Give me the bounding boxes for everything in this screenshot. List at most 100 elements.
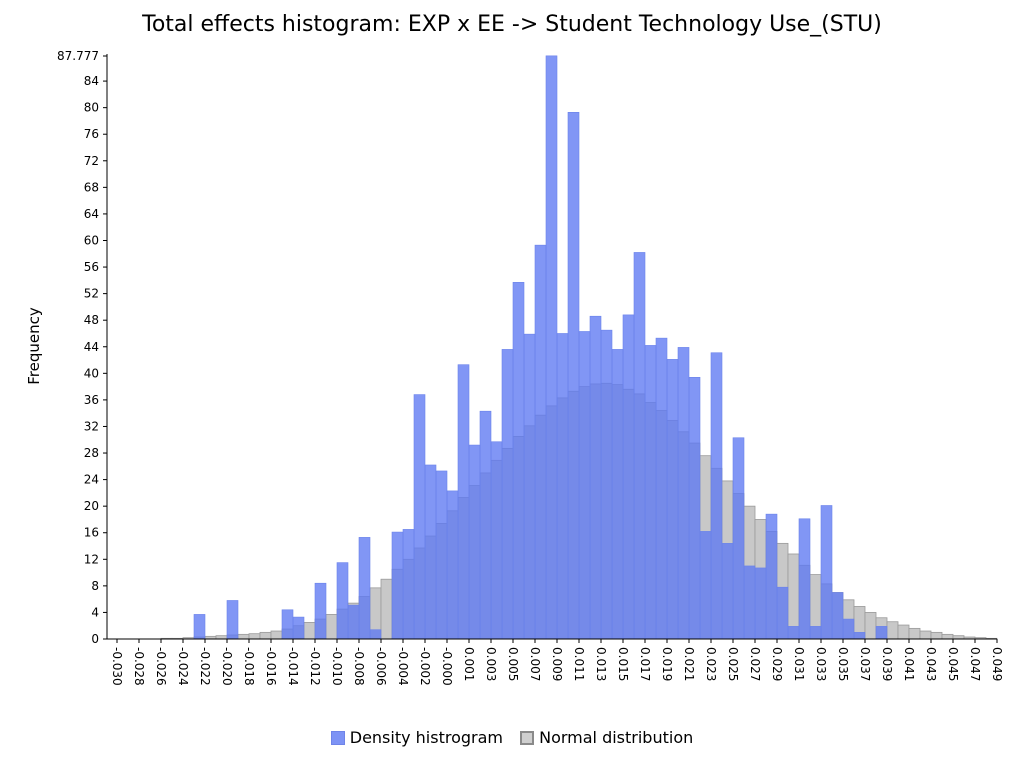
density-bar [842,618,855,640]
x-tick-label: -0.006 [374,647,388,686]
density-bar [413,394,426,640]
x-tick-label: 0.025 [726,647,740,681]
chart-title: Total effects histogram: EXP x EE -> Stu… [142,12,882,37]
density-bar [193,614,206,640]
density-bar [754,567,767,640]
y-tick-label: 87.777 [57,49,99,63]
y-tick-label: 76 [84,127,99,141]
x-tick-label: 0.013 [594,647,608,681]
legend-swatch-density [330,730,345,745]
x-tick-label: 0.035 [836,647,850,681]
density-bar [490,441,503,640]
x-tick-label: -0.024 [176,647,190,686]
x-tick-label: -0.018 [242,647,256,686]
density-bar [358,537,371,640]
density-bar [809,626,822,640]
x-tick-label: -0.002 [418,647,432,686]
density-bar [314,582,327,640]
x-tick-label: 0.011 [572,647,586,681]
density-bar [512,282,525,640]
x-tick-label: -0.016 [264,647,278,686]
legend-item-normal[interactable]: Normal distribution [520,728,693,747]
x-tick-label: 0.037 [858,647,872,681]
density-bar [479,410,492,640]
x-tick-label: 0.005 [506,647,520,681]
x-tick-label: -0.022 [198,647,212,686]
density-bar [501,349,514,640]
x-tick-label: -0.028 [132,647,146,686]
density-bar [688,377,701,640]
x-tick-label: 0.045 [946,647,960,681]
y-tick-label: 68 [84,180,99,194]
density-bar [798,518,811,640]
y-axis-ticks: 0481216202428323640444852566064687276808… [57,49,107,646]
density-bar [721,543,734,640]
density-bar [765,513,778,640]
normal-bar [270,630,283,640]
x-axis-ticks: -0.030 -0.028 -0.026 -0.024 -0.022 -0.020 -0.0… [110,639,1004,686]
x-tick-label: 0.017 [638,647,652,681]
density-bar [391,531,404,640]
legend-label-normal: Normal distribution [539,728,694,747]
legend-label-density: Density histrogram [349,728,503,747]
x-tick-label: 0.033 [814,647,828,681]
density-bar [666,359,679,640]
x-tick-label: -0.030 [110,647,124,686]
density-bar [875,626,888,640]
x-tick-label: 0.029 [770,647,784,681]
normal-bar [864,612,877,640]
legend-item-density[interactable]: Density histrogram [330,728,503,747]
normal-bar [908,627,921,640]
y-tick-label: 80 [84,101,99,115]
legend-swatch-normal [520,730,535,745]
y-tick-label: 36 [84,393,99,407]
density-bar [787,626,800,640]
density-bar [699,531,712,640]
density-bar [446,490,459,640]
density-bar [226,600,239,640]
density-bar [820,505,833,640]
x-tick-label: 0.049 [990,647,1004,681]
x-tick-label: 0.041 [902,647,916,681]
x-tick-label: 0.009 [550,647,564,681]
normal-bar [919,630,932,640]
x-tick-label: -0.012 [308,647,322,686]
density-bar [743,565,756,640]
normal-bar [886,621,899,640]
y-tick-label: 4 [91,605,99,619]
x-tick-label: 0.047 [968,647,982,681]
y-tick-label: 52 [84,287,99,301]
x-tick-label: 0.001 [462,647,476,681]
y-tick-label: 12 [84,552,99,566]
density-bar [457,364,470,640]
y-tick-label: 84 [84,74,99,88]
x-tick-label: 0.007 [528,647,542,681]
y-tick-label: 0 [91,632,99,646]
normal-bar [259,631,272,640]
normal-bar [237,633,250,640]
density-bar [424,464,437,640]
y-tick-label: 32 [84,419,99,433]
x-tick-label: 0.015 [616,647,630,681]
normal-bar [930,631,943,640]
density-bar [347,604,360,640]
x-tick-label: 0.023 [704,647,718,681]
legend: Density histrogram Normal distribution [0,728,1024,749]
x-tick-label: 0.031 [792,647,806,681]
y-tick-label: 40 [84,366,99,380]
density-bar [567,112,580,640]
y-tick-label: 64 [84,207,99,221]
density-bar [677,347,690,640]
x-tick-label: -0.014 [286,647,300,686]
normal-bar [248,633,261,640]
y-tick-label: 72 [84,154,99,168]
histogram-chart: 0481216202428323640444852566064687276808… [57,49,1004,686]
x-tick-label: 0.039 [880,647,894,681]
density-bar [776,586,789,640]
x-tick-label: 0.021 [682,647,696,681]
x-tick-label: -0.026 [154,647,168,686]
y-tick-label: 24 [84,473,99,487]
normal-bar [380,578,393,640]
density-bar [710,352,723,640]
y-tick-label: 8 [91,579,99,593]
